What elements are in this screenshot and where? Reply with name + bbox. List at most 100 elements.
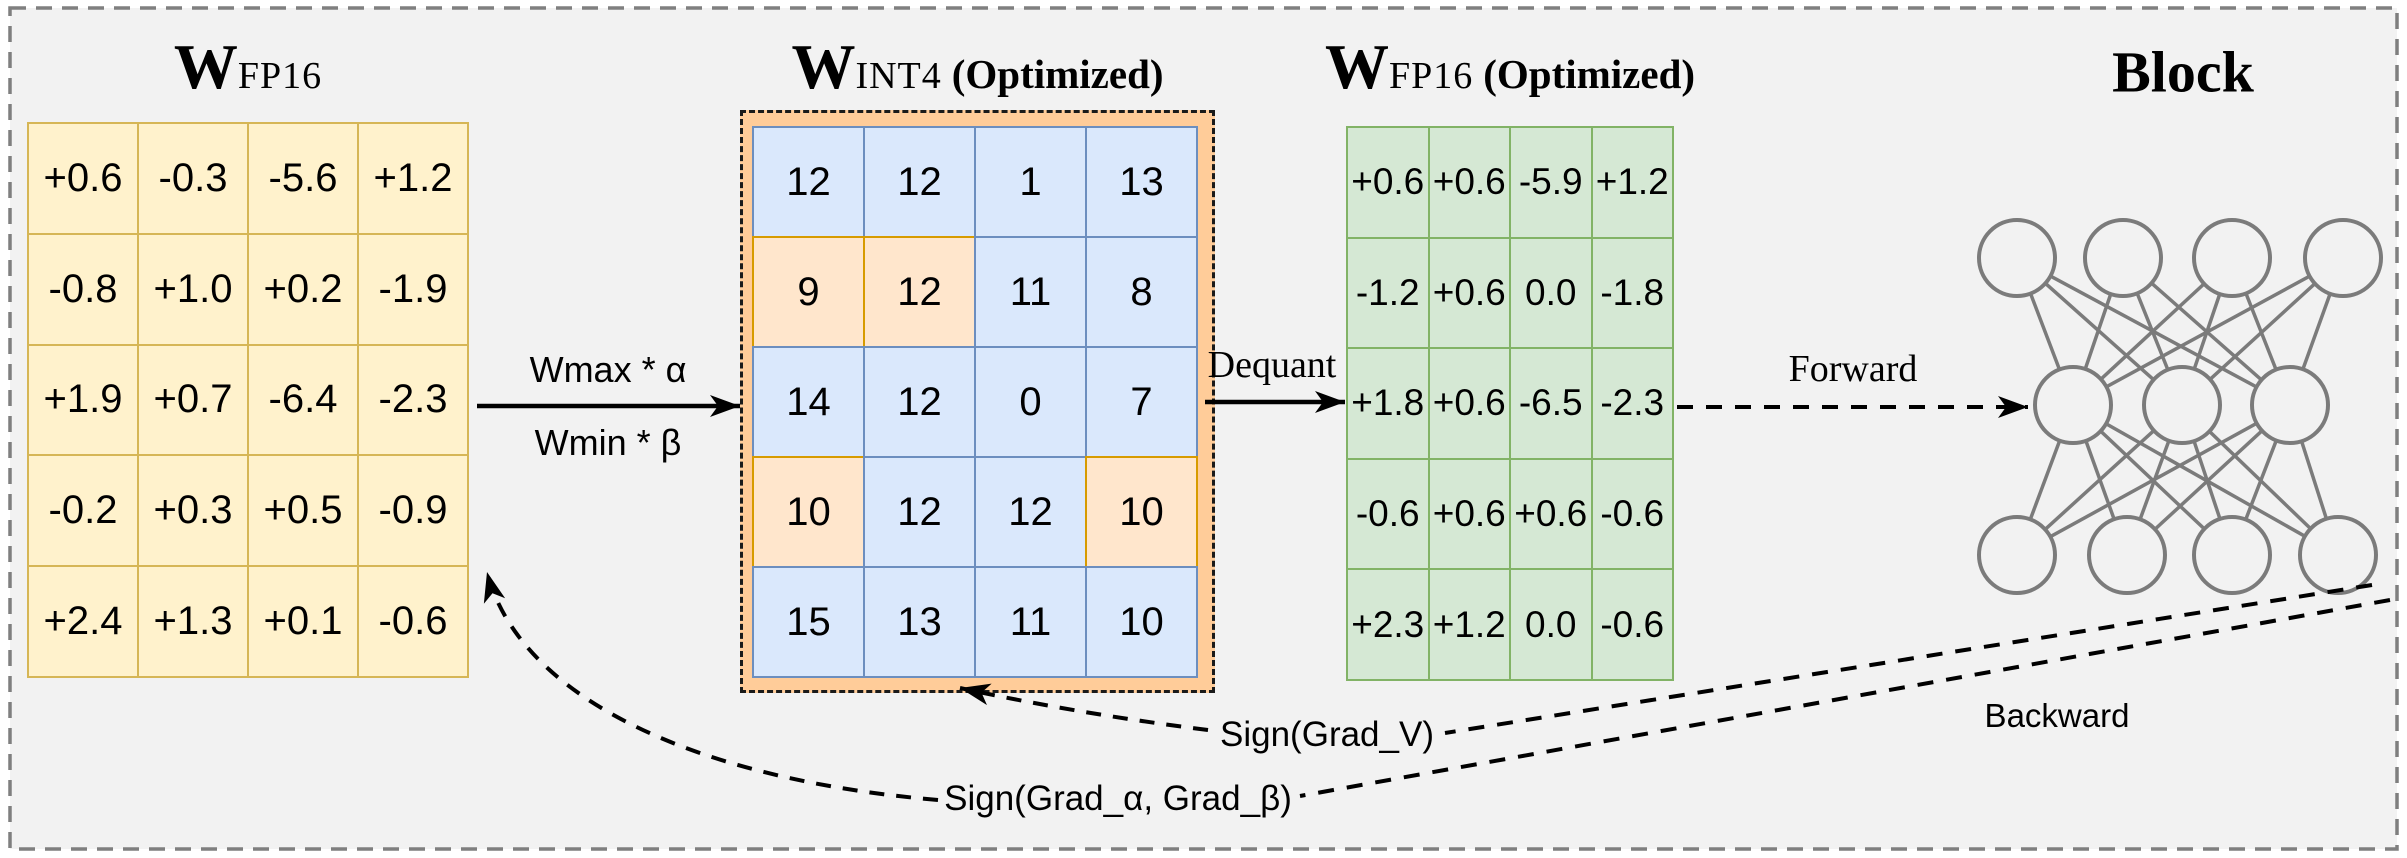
matrix-cell: -2.3 [1590,347,1674,460]
title-subscript: INT4 [855,55,942,97]
matrix-cell: +1.9 [27,343,139,457]
matrix-cell: -0.8 [27,232,139,346]
network-node [2192,515,2272,595]
matrix-cell: 13 [863,566,976,678]
matrix-cell: 1 [974,126,1087,238]
matrix-cell: +0.6 [1427,126,1511,239]
network-node [2142,365,2222,445]
network-edge [2016,256,2291,407]
matrix-cell: -5.6 [247,122,359,235]
matrix-title-fp16-optimized: WFP16 (Optimized) [1310,30,1710,104]
neural-network-block [1977,218,2383,595]
matrix-cell: +1.0 [137,232,249,346]
matrix-cell: +0.2 [247,232,359,346]
network-edge [2015,256,2184,407]
matrix-cell: 12 [974,456,1087,568]
wmax-alpha-label: Wmax * α [529,349,687,390]
network-edge [2125,404,2184,556]
title-subscript: FP16 [237,55,323,97]
matrix-cell: +0.3 [137,454,249,568]
matrix-cell: +0.6 [27,122,139,235]
matrix-cell: +1.2 [1590,126,1674,239]
network-node [1977,218,2057,298]
matrix-cell: 13 [1085,126,1198,238]
backward-label: Backward [1984,697,2130,734]
matrix-cell: -2.3 [357,343,469,457]
matrix-cell: -0.9 [357,454,469,568]
network-node [1977,515,2057,595]
matrix-cell: -1.8 [1590,236,1674,350]
network-edge [2125,403,2292,557]
network-edge [2121,257,2184,406]
network-edge [2288,404,2340,556]
matrix-cell: 12 [863,126,976,238]
matrix-cell: 0 [974,346,1087,458]
matrix-cell: +0.7 [137,343,249,457]
matrix-cell: 9 [752,236,865,348]
title-subscript: FP16 [1388,55,1474,97]
matrix-cell: 11 [974,236,1087,348]
network-node [2083,218,2163,298]
network-edge [2180,403,2340,557]
network-edge [2071,404,2129,556]
network-edge [2072,403,2339,557]
dequant-label: Dequant [1207,344,1337,386]
title-symbol: W [1324,31,1389,102]
matrix-cell: -1.9 [357,232,469,346]
matrix-cell: +0.1 [247,565,359,678]
matrix-cell: +0.6 [1427,236,1511,350]
block-title: Block [2112,39,2254,105]
matrix-cell: +1.8 [1346,347,1430,460]
matrix-cell: +0.6 [1427,347,1511,460]
title-suffix: (Optimized) [951,51,1164,97]
matrix-cell: +1.2 [1427,568,1511,681]
network-node [2087,515,2167,595]
matrix-cell: -0.6 [1590,457,1674,571]
matrix-cell: 0.0 [1509,568,1593,681]
network-edge [2015,403,2184,557]
network-edge [2016,403,2291,557]
grad-v-arrow [959,683,1209,732]
matrix-cell: +0.6 [1509,457,1593,571]
matrix-cell: +1.2 [357,122,469,235]
matrix-fp16-optimized: +0.6 +0.6 -5.9 +1.2 -1.2 +0.6 0.0 -1.8 +1.8 +0.6-… [1346,126,1674,681]
title-suffix: (Optimized) [1483,51,1696,97]
matrix-cell: 12 [863,236,976,348]
matrix-cell: 8 [1085,236,1198,348]
network-edge [2071,403,2234,557]
network-edge [2180,256,2345,407]
matrix-cell: -0.2 [27,454,139,568]
matrix-cell: +2.3 [1346,568,1430,681]
network-edge [2071,257,2125,406]
network-node [2033,365,2113,445]
network-edge [2180,257,2234,406]
matrix-cell: -1.2 [1346,236,1430,350]
matrix-cell: +0.5 [247,454,359,568]
network-edge [2015,404,2075,556]
matrix-cell: -5.9 [1509,126,1593,239]
wmin-beta-label: Wmin * β [534,422,682,463]
title-symbol: W [173,31,238,102]
matrix-cell: -0.6 [357,565,469,678]
matrix-cell: 10 [752,456,865,568]
sign-grad-v-label: Sign(Grad_V) [1215,714,1439,756]
network-edge [2072,256,2344,407]
network-edge [2121,256,2292,407]
matrix-cell: +0.6 [1427,457,1511,571]
matrix-title-int4: WINT4 (Optimized) [740,30,1215,104]
network-edge [2015,257,2075,406]
matrix-cell: -6.4 [247,343,359,457]
network-edge [2230,257,2292,406]
matrix-cell: -0.3 [137,122,249,235]
matrix-fp16: +0.6 -0.3 -5.6 +1.2 -0.8 +1.0 +0.2 -1.9 +1.9 +0.7… [27,122,469,678]
network-edge [2180,404,2234,556]
network-edge [2230,404,2292,556]
matrix-cell: -0.6 [1346,457,1430,571]
title-symbol: W [791,31,856,102]
matrix-cell: -6.5 [1509,347,1593,460]
network-node [2303,218,2383,298]
matrix-cell: 14 [752,346,865,458]
matrix-cell: +2.4 [27,565,139,678]
matrix-cell: 12 [863,456,976,568]
forward-label: Forward [1788,348,1918,390]
